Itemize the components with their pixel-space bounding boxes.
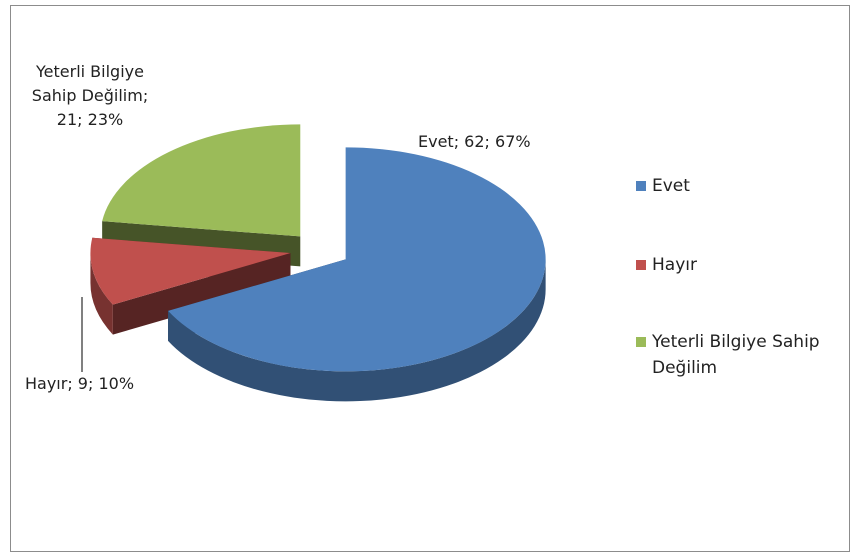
- legend-label: Yeterli Bilgiye Sahip Değilim: [652, 332, 820, 378]
- slice: [102, 124, 301, 237]
- legend-item: Evet: [636, 173, 846, 199]
- data-label: Hayır; 9; 10%: [25, 374, 135, 393]
- chart-frame: [10, 5, 850, 552]
- legend-label: Hayır: [652, 255, 697, 275]
- legend-item: Hayır: [636, 252, 846, 278]
- slice: [90, 237, 291, 305]
- slice-side: [90, 253, 113, 335]
- legend-item: Yeterli Bilgiye Sahip Değilim: [636, 329, 846, 381]
- legend-label: Evet: [652, 176, 690, 196]
- legend-swatch: [636, 181, 646, 191]
- legend-swatch: [636, 260, 646, 270]
- slice: [168, 147, 546, 372]
- data-label: Yeterli Bilgiye Sahip Değilim; 21; 23%: [31, 62, 149, 129]
- legend-swatch: [636, 337, 646, 347]
- data-label: Evet; 62; 67%: [418, 132, 531, 151]
- slice-side: [168, 259, 546, 402]
